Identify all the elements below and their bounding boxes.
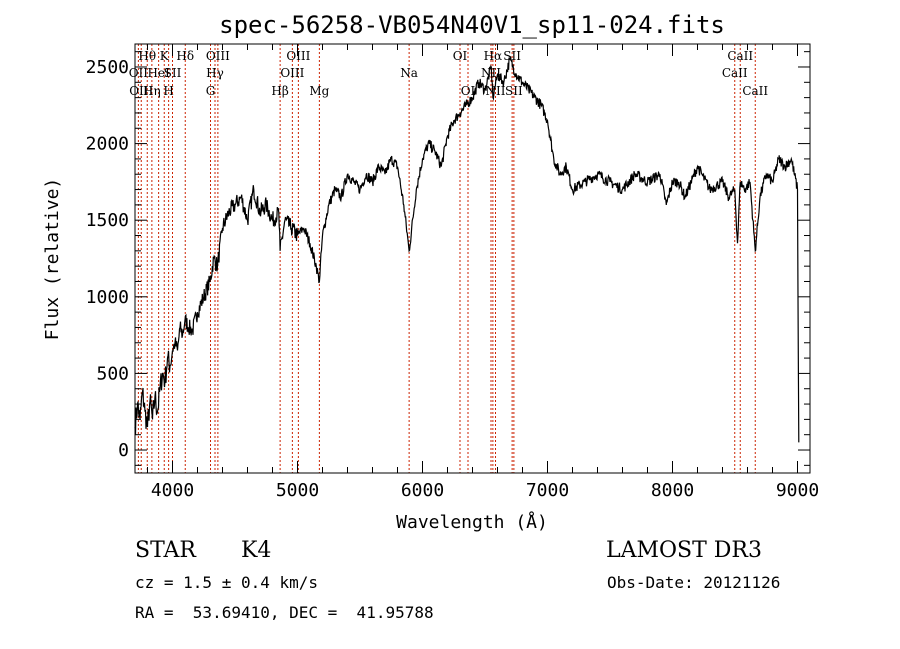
spectral-line-label: SII	[164, 66, 182, 80]
spectrum-layer	[134, 56, 800, 443]
x-axis-label: Wavelength (Å)	[396, 511, 548, 533]
spectral-line-label: HeI	[147, 66, 170, 80]
x-tick-label: 4000	[151, 480, 194, 501]
spectral-line-label: NII	[486, 84, 506, 98]
spectral-line-markers	[137, 44, 756, 473]
y-axis-label: Flux (relative)	[42, 178, 63, 341]
x-tick-label: 5000	[276, 480, 319, 501]
survey-name: LAMOST DR3	[606, 538, 762, 563]
spectral-line-label: OI	[453, 49, 468, 63]
axes: 4000 5000 6000 7000 8000 9000 0 500 1000 1500 2000…	[86, 43, 819, 501]
spectral-line-label: OIII	[280, 66, 304, 80]
spectral-line-label: CaII	[722, 66, 748, 80]
sky-coordinates: RA = 53.69410, DEC = 41.95788	[135, 603, 434, 622]
spectral-line-label: OI	[461, 84, 476, 98]
spectral-line-label: K	[160, 49, 170, 63]
spectral-line-label: Hδ	[176, 49, 194, 63]
y-tick-label: 2500	[86, 57, 129, 78]
spectral-line-label: Na	[400, 66, 418, 80]
x-tick-label: 9000	[776, 480, 819, 501]
spectrum-line	[134, 56, 800, 443]
observation-date: Obs-Date: 20121126	[607, 573, 781, 592]
redshift-cz: cz = 1.5 ± 0.4 km/s	[135, 573, 319, 592]
spectral-line-label: Hγ	[206, 66, 224, 80]
spectral-line-label: Hη	[143, 84, 161, 98]
spectral-line-label: CaII	[727, 49, 753, 63]
spectral-line-label: SII	[503, 49, 521, 63]
object-class: STAR	[135, 538, 196, 563]
x-tick-label: 6000	[401, 480, 444, 501]
spectral-line-label: Hθ	[138, 49, 156, 63]
spectral-line-label: OIII	[206, 49, 230, 63]
chart-title: spec-56258-VB054N40V1_sp11-024.fits	[219, 11, 725, 39]
spectral-line-label: SII	[505, 84, 523, 98]
spectral-line-label: Hβ	[271, 84, 288, 98]
spectral-line-label: CaII	[742, 84, 768, 98]
object-subclass: K4	[241, 538, 272, 563]
y-tick-label: 500	[96, 363, 129, 384]
y-tick-label: 0	[118, 440, 129, 461]
plot-frame	[134, 43, 811, 474]
x-tick-label: 7000	[526, 480, 569, 501]
spectral-line-label: OIII	[286, 49, 310, 63]
spectral-line-labels: OIIOIIIHθHηHeIKHSIIHδGHγOIIIHβOIIIOIIIMg…	[129, 49, 769, 98]
y-tick-label: 2000	[86, 134, 129, 155]
y-tick-label: 1500	[86, 210, 129, 231]
spectral-line-label: OII	[129, 66, 149, 80]
spectral-line-label: G	[206, 84, 216, 98]
spectral-line-label: H	[163, 84, 173, 98]
spectral-line-label: Hα	[484, 49, 503, 63]
y-tick-label: 1000	[86, 287, 129, 308]
spectral-line-label: Mg	[309, 84, 329, 98]
x-tick-label: 8000	[651, 480, 694, 501]
